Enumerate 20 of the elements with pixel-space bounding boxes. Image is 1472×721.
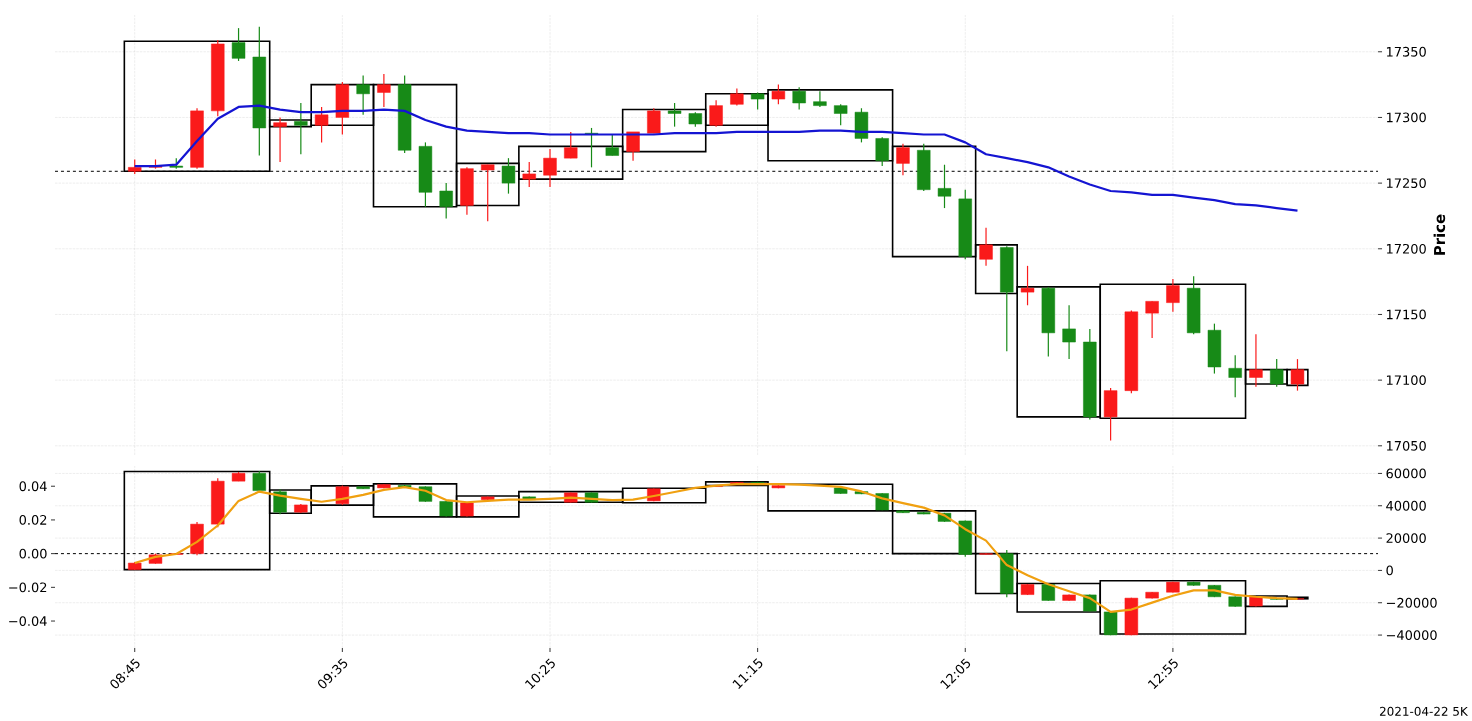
y-tick-label: 17300 (1386, 112, 1426, 123)
text: 2021-04-22 5K (1379, 706, 1469, 716)
y-tick-label: 0.02 (19, 515, 47, 525)
y-tick-label: 17250 (1386, 178, 1426, 189)
y-tick-label: 17200 (1386, 243, 1426, 254)
y-tick-label: 17050 (1386, 440, 1426, 451)
y-tick-label: −0.04 (9, 616, 47, 626)
y-tick-label: −0.02 (9, 582, 47, 593)
y-axis-title: Price (1433, 214, 1446, 255)
y2-tick-label: −20000 (1386, 597, 1437, 608)
y2-tick-label: 40000 (1386, 500, 1426, 511)
y2-tick-label: −40000 (1386, 630, 1437, 640)
y-tick-label: 17350 (1386, 46, 1426, 57)
y2-tick-label: 60000 (1386, 468, 1426, 479)
y2-tick-label: 20000 (1386, 533, 1426, 543)
y2-tick-label: 0 (1386, 565, 1393, 576)
y-tick-label: 0.04 (19, 481, 47, 492)
y-tick-label: 0.00 (19, 548, 47, 559)
y-tick-label: 17150 (1386, 309, 1426, 320)
y-tick-label: 17100 (1386, 375, 1426, 386)
